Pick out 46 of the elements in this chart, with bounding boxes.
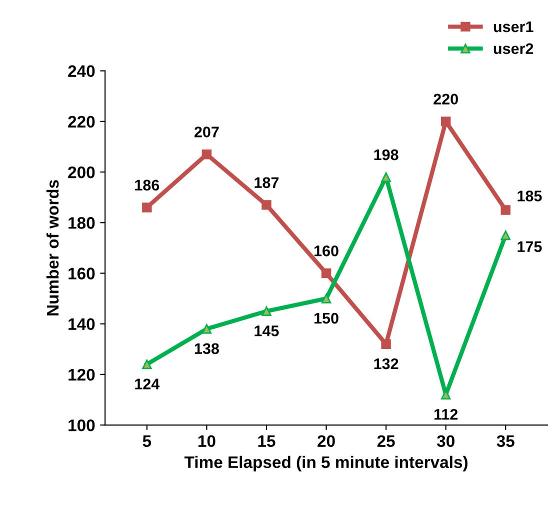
data-label: 132 xyxy=(374,358,398,370)
data-label: 207 xyxy=(194,126,219,138)
data-label: 185 xyxy=(518,190,542,202)
data-label: 198 xyxy=(374,149,398,160)
y-tick-label: 140 xyxy=(68,318,95,330)
data-label: 150 xyxy=(314,312,338,324)
point xyxy=(202,324,212,334)
point xyxy=(142,202,152,212)
x-tick-label: 25 xyxy=(377,435,395,448)
data-label: 160 xyxy=(314,246,338,256)
x-tick-label: 10 xyxy=(198,435,216,448)
legend-label: user2 xyxy=(494,43,534,54)
point xyxy=(321,268,332,278)
data-label: 112 xyxy=(434,408,458,420)
point xyxy=(321,294,332,304)
point xyxy=(142,359,152,370)
data-label: 220 xyxy=(434,94,458,105)
point xyxy=(262,200,272,210)
y-tick-label: 200 xyxy=(68,166,95,178)
point xyxy=(381,339,391,349)
data-label: 124 xyxy=(135,378,160,390)
y-tick-label: 100 xyxy=(68,419,95,432)
legend-label: user1 xyxy=(494,22,534,32)
point xyxy=(381,172,391,182)
point xyxy=(202,149,212,160)
x-axis-title: Time Elapsed (in 5 minute intervals) xyxy=(184,456,468,472)
y-tick-label: 220 xyxy=(68,116,95,128)
point xyxy=(500,205,510,215)
y-axis-title: Number of words xyxy=(46,180,59,316)
point xyxy=(262,306,272,316)
data-label: 138 xyxy=(194,343,219,354)
y-tick-label: 240 xyxy=(68,65,95,78)
y-tick-label: 180 xyxy=(68,217,95,229)
x-tick-label: 20 xyxy=(318,435,335,448)
y-tick-label: 120 xyxy=(68,368,95,381)
y-tick-label: 160 xyxy=(68,268,95,280)
data-label: 187 xyxy=(254,177,279,188)
point xyxy=(440,116,451,126)
data-label: 186 xyxy=(135,180,160,191)
x-tick-label: 15 xyxy=(258,435,276,448)
x-tick-label: 5 xyxy=(142,435,152,448)
x-tick-label: 35 xyxy=(496,435,514,448)
x-tick-label: 30 xyxy=(436,435,454,448)
data-label: 175 xyxy=(518,241,542,252)
point xyxy=(500,230,510,240)
data-label: 145 xyxy=(254,326,279,336)
